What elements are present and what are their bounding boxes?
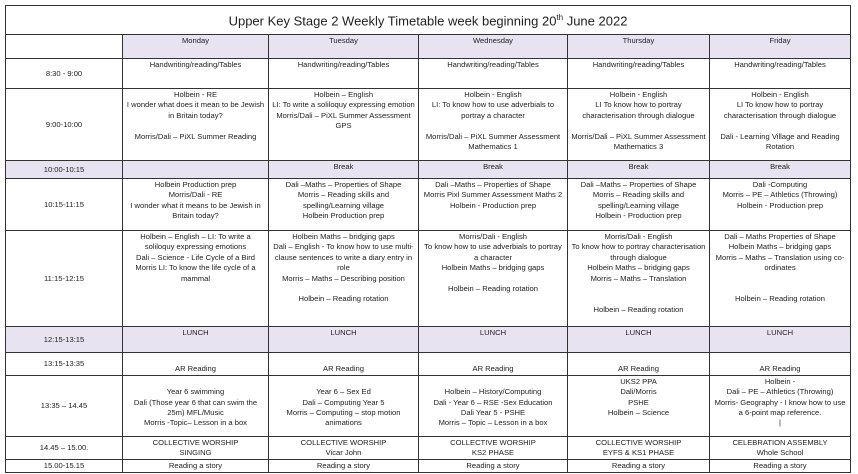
- lesson-cell-thursday: LUNCH: [567, 326, 710, 353]
- lesson-cell-wednesday: AR Reading: [418, 352, 568, 376]
- timetable-row: 13:15-13:35 AR Reading AR Reading AR Rea…: [5, 352, 852, 376]
- lesson-cell-friday: Dali -Computing Morris – PE – Athletics …: [708, 178, 852, 231]
- time-slot: 12:15-13:15: [5, 326, 123, 353]
- lesson-cell-thursday: AR Reading: [567, 352, 710, 376]
- lesson-cell-friday: Reading a story: [708, 458, 852, 473]
- time-slot: 9:00-10:00: [5, 88, 123, 161]
- timetable: Upper Key Stage 2 Weekly Timetable week …: [4, 5, 852, 473]
- day-header-monday: Monday: [122, 34, 269, 59]
- lesson-cell-tuesday: Holbein – English LI: To write a soliloq…: [268, 88, 419, 161]
- lesson-cell-wednesday: LUNCH: [418, 326, 568, 353]
- lesson-cell-monday: [122, 160, 269, 179]
- timetable-row: 10:00-10:15 Break Break Break Break: [5, 160, 852, 179]
- lesson-cell-thursday: Break: [567, 160, 710, 179]
- lesson-cell-monday: Handwriting/reading/Tables: [122, 58, 269, 89]
- lesson-cell-thursday: UKS2 PPA Dali/Morris PSHE Holbein – Scie…: [567, 374, 710, 437]
- lesson-cell-friday: CELEBRATION ASSEMBLY Whole School: [708, 435, 852, 460]
- lesson-cell-tuesday: Dali –Maths – Properties of Shape Morris…: [268, 178, 419, 231]
- lesson-cell-wednesday: Reading a story: [418, 458, 568, 473]
- lesson-cell-wednesday: Handwriting/reading/Tables: [418, 58, 568, 89]
- page-title: Upper Key Stage 2 Weekly Timetable week …: [4, 5, 852, 35]
- timetable-row: 11:15-12:15 Holbein – English – LI: To wr…: [5, 230, 852, 327]
- title-superscript: th: [556, 13, 564, 23]
- lesson-cell-tuesday: Year 6 – Sex Ed Dali – Computing Year 5 …: [268, 374, 419, 437]
- time-slot: 13:35 – 14.45: [5, 374, 123, 437]
- lesson-cell-thursday: Handwriting/reading/Tables: [567, 58, 710, 89]
- time-slot: 15.00-15.15: [5, 458, 123, 473]
- lesson-cell-friday: LUNCH: [708, 326, 852, 353]
- day-header-tuesday: Tuesday: [268, 34, 419, 59]
- time-slot: 10:15-11:15: [5, 178, 123, 231]
- timetable-row: 15.00-15.15 Reading a story Reading a stor…: [5, 458, 852, 473]
- timetable-row: 12:15-13:15 LUNCH LUNCH LUNCH LUNCH LUNCH: [5, 326, 852, 353]
- lesson-cell-monday: Holbein – English – LI: To write a solil…: [122, 230, 269, 327]
- lesson-cell-monday: Holbein Production prep Morris/Dali - RE…: [122, 178, 269, 231]
- time-slot: 13:15-13:35: [5, 352, 123, 376]
- lesson-cell-wednesday: Holbein - English LI: To know how to use…: [418, 88, 568, 161]
- lesson-cell-thursday: COLLECTIVE WORSHIP EYFS & KS1 PHASE: [567, 435, 710, 460]
- lesson-cell-monday: Holbein - RE I wonder what does it mean …: [122, 88, 269, 161]
- timetable-row: 9:00-10:00 Holbein - RE I wonder what doe…: [5, 88, 852, 161]
- timetable-row: 13:35 – 14.45 Year 6 swimming Dali (Thos…: [5, 374, 852, 437]
- lesson-cell-monday: AR Reading: [122, 352, 269, 376]
- lesson-cell-wednesday: Holbein – History/Computing Dali - Year …: [418, 374, 568, 437]
- lesson-cell-thursday: Reading a story: [567, 458, 710, 473]
- lesson-cell-wednesday: Morris/Dali - English To know how to use…: [418, 230, 568, 327]
- lesson-cell-thursday: Morris/Dali - English To know how to por…: [567, 230, 710, 327]
- lesson-cell-tuesday: Handwriting/reading/Tables: [268, 58, 419, 89]
- lesson-cell-thursday: Holbein - English LI To know how to port…: [567, 88, 710, 161]
- lesson-cell-friday: AR Reading: [708, 352, 852, 376]
- lesson-cell-thursday: Dali –Maths – Properties of Shape Morris…: [567, 178, 710, 231]
- lesson-cell-friday: Holbein - Dali – PE – Athletics (Throwin…: [708, 374, 852, 437]
- timetable-row: 14.45 – 15.00. COLLECTIVE WORSHIP SINGING…: [5, 435, 852, 460]
- timetable-row: 10:15-11:15 Holbein Production prep Morri…: [5, 178, 852, 231]
- time-slot: 11:15-12:15: [5, 230, 123, 327]
- lesson-cell-tuesday: COLLECTIVE WORSHIP Vicar John: [268, 435, 419, 460]
- lesson-cell-monday: LUNCH: [122, 326, 269, 353]
- lesson-cell-tuesday: Holbein Maths – bridging gaps Dali – Eng…: [268, 230, 419, 327]
- lesson-cell-tuesday: AR Reading: [268, 352, 419, 376]
- day-header-wednesday: Wednesday: [418, 34, 568, 59]
- lesson-cell-wednesday: Dali –Maths – Properties of Shape Morris…: [418, 178, 568, 231]
- lesson-cell-tuesday: LUNCH: [268, 326, 419, 353]
- lesson-cell-monday: COLLECTIVE WORSHIP SINGING: [122, 435, 269, 460]
- time-slot: 10:00-10:15: [5, 160, 123, 179]
- lesson-cell-wednesday: COLLECTIVE WORSHIP KS2 PHASE: [418, 435, 568, 460]
- title-text: Upper Key Stage 2 Weekly Timetable week …: [228, 13, 557, 29]
- day-header-friday: Friday: [708, 34, 852, 59]
- timetable-row: 8:30 - 9:00 Handwriting/reading/Tables Han…: [5, 58, 852, 89]
- lesson-cell-tuesday: Break: [268, 160, 419, 179]
- lesson-cell-wednesday: Break: [418, 160, 568, 179]
- lesson-cell-tuesday: Reading a story: [268, 458, 419, 473]
- lesson-cell-friday: Dali – Maths Properties of Shape Holbein…: [708, 230, 852, 327]
- lesson-cell-friday: Holbein - English LI To know how to port…: [708, 88, 852, 161]
- lesson-cell-monday: Year 6 swimming Dali (Those year 6 that …: [122, 374, 269, 437]
- time-slot: 14.45 – 15.00.: [5, 435, 123, 460]
- lesson-cell-monday: Reading a story: [122, 458, 269, 473]
- lesson-cell-friday: Handwriting/reading/Tables: [708, 58, 852, 89]
- day-header-thursday: Thursday: [567, 34, 710, 59]
- corner-cell: [5, 34, 123, 59]
- lesson-cell-friday: Break: [708, 160, 852, 179]
- title-tail: June 2022: [563, 13, 628, 29]
- time-slot: 8:30 - 9:00: [5, 58, 123, 89]
